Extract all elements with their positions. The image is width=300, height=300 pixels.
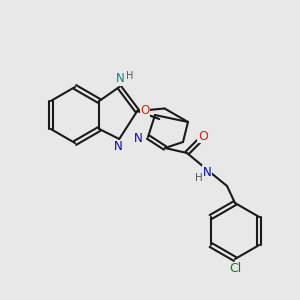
- Text: N: N: [134, 133, 142, 146]
- Text: Cl: Cl: [229, 262, 241, 275]
- Text: H: H: [195, 173, 203, 183]
- Text: N: N: [202, 166, 211, 178]
- Text: N: N: [116, 73, 124, 85]
- Text: N: N: [114, 140, 123, 154]
- Text: O: O: [198, 130, 208, 142]
- Text: O: O: [140, 103, 150, 116]
- Text: H: H: [126, 71, 134, 81]
